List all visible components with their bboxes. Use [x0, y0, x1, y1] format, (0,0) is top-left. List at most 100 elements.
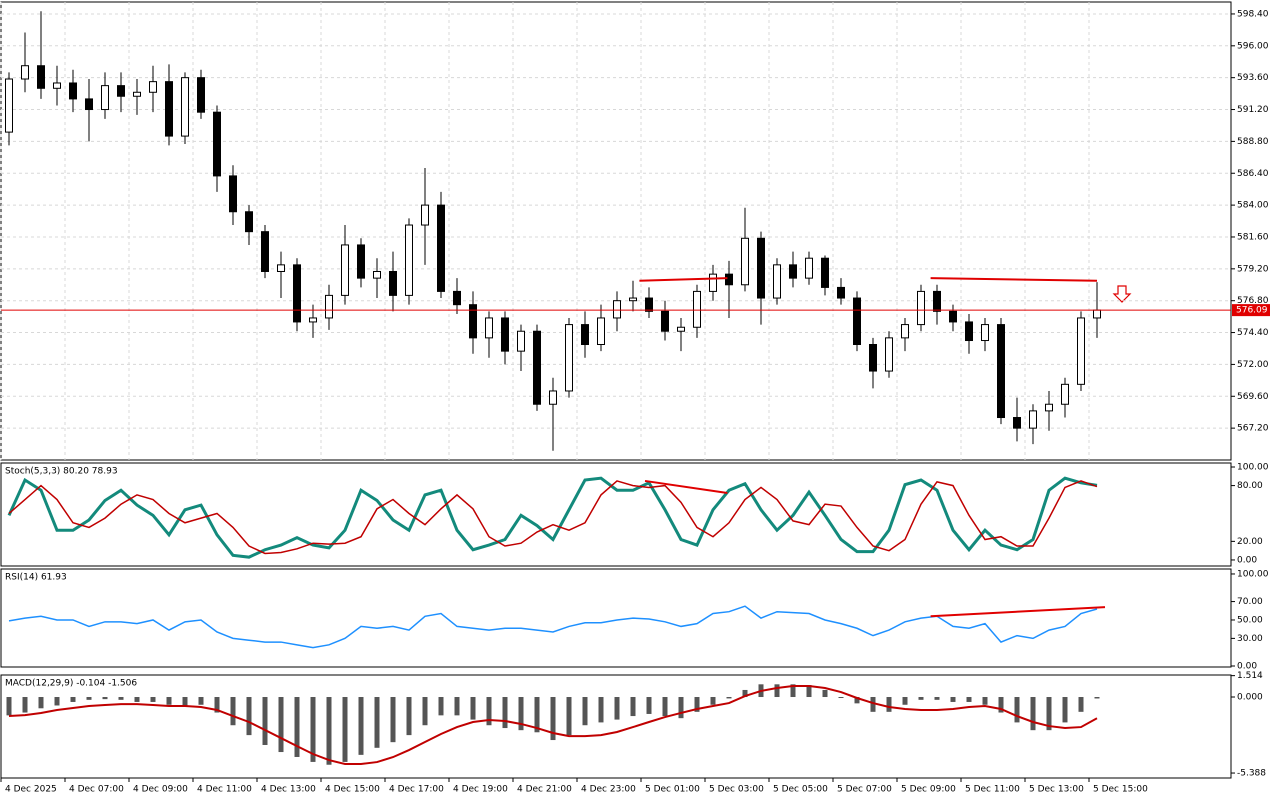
histogram-bar [566, 697, 572, 736]
histogram-bar [134, 697, 140, 702]
candle-body [885, 337, 893, 372]
x-tick-label: 4 Dec 17:00 [389, 785, 444, 795]
histogram-bar [790, 684, 796, 698]
y-tick-label: 70.00 [1237, 597, 1263, 607]
indicator-line [8, 685, 1098, 766]
candle-body [1029, 410, 1037, 429]
y-tick-label: 591.20 [1237, 105, 1269, 115]
y-tick-label: 593.60 [1237, 73, 1269, 83]
candle-body [213, 111, 221, 177]
y-tick-label: 598.40 [1237, 9, 1269, 19]
histogram-bar [518, 697, 524, 731]
histogram-bar [294, 697, 300, 757]
histogram-bar [118, 697, 124, 700]
histogram-bar [662, 697, 668, 717]
candle-body [21, 65, 29, 80]
histogram-bar [614, 697, 620, 720]
x-tick-label: 4 Dec 11:00 [197, 785, 252, 795]
candle-body [997, 324, 1005, 419]
histogram-bar [198, 697, 204, 705]
histogram-bar [54, 697, 60, 706]
candle-body [613, 300, 621, 319]
candle-body [981, 324, 989, 342]
trend-line [930, 606, 1106, 618]
histogram-bar [182, 697, 188, 706]
histogram-bar [230, 697, 236, 726]
histogram-bar [950, 697, 956, 702]
x-tick-label: 5 Dec 15:00 [1093, 785, 1148, 795]
histogram-bar [774, 684, 780, 698]
y-tick-label: 1.514 [1237, 671, 1263, 681]
histogram-bar [358, 697, 364, 755]
candle-body [597, 317, 605, 346]
candle-body [725, 273, 733, 286]
candle-body [517, 330, 525, 352]
indicator-title: MACD(12,29,9) -0.104 -1.506 [5, 679, 137, 689]
histogram-bar [646, 697, 652, 714]
indicator-line [7, 476, 1098, 559]
y-tick-label: 50.00 [1237, 615, 1263, 625]
candle-body [1061, 383, 1069, 405]
candle-body [709, 273, 717, 292]
candle-body [149, 81, 157, 93]
x-tick-label: 5 Dec 11:00 [965, 785, 1020, 795]
candle-body [261, 231, 269, 272]
y-tick-label: 0.000 [1237, 693, 1263, 703]
histogram-bar [982, 697, 988, 705]
histogram-bar [102, 697, 108, 700]
candle-body [917, 290, 925, 326]
candle-body [117, 85, 125, 97]
histogram-bar [582, 697, 588, 726]
candle-body [789, 264, 797, 279]
candle-body [197, 77, 205, 113]
histogram-bar [534, 697, 540, 733]
candle-body [309, 317, 317, 323]
candle-body [645, 297, 653, 312]
x-tick-label: 5 Dec 03:00 [709, 785, 764, 795]
candle-body [549, 390, 557, 405]
candle-body [773, 264, 781, 299]
candle-body [933, 290, 941, 312]
y-tick-label: 579.20 [1237, 264, 1269, 274]
histogram-bar [1094, 697, 1100, 699]
candle-body [677, 326, 685, 332]
candle-body [325, 294, 333, 319]
histogram-bar [1014, 697, 1020, 723]
histogram-bar [998, 697, 1004, 713]
candle-body [485, 317, 493, 339]
candle-body [165, 81, 173, 137]
candle-body [469, 304, 477, 339]
histogram-bar [326, 697, 332, 765]
candle-body [1077, 317, 1085, 385]
histogram-bar [598, 697, 604, 723]
x-tick-label: 4 Dec 23:00 [581, 785, 636, 795]
candle-body [821, 257, 829, 288]
indicator-line [8, 605, 1098, 649]
sell-arrow [1112, 285, 1132, 303]
y-tick-label: 574.40 [1237, 328, 1269, 338]
histogram-bar [38, 697, 44, 709]
histogram-bar [374, 697, 380, 748]
candle-body [661, 310, 669, 332]
histogram-bar [150, 697, 156, 702]
histogram-bar [262, 697, 268, 745]
candle-body [757, 237, 765, 299]
candle-body [405, 224, 413, 296]
candle-body [357, 244, 365, 279]
candle-body [421, 204, 429, 226]
y-tick-label: 100.00 [1237, 569, 1269, 579]
candle-body [693, 290, 701, 328]
histogram-bar [1062, 697, 1068, 723]
histogram-bar [470, 697, 476, 720]
candle-body [837, 286, 845, 299]
histogram-bar [726, 697, 732, 699]
histogram-bar [550, 697, 556, 741]
pane-frame [0, 674, 1232, 779]
candle-body [229, 175, 237, 213]
trend-line [930, 277, 1098, 282]
histogram-bar [838, 697, 844, 699]
candle-body [5, 78, 13, 133]
